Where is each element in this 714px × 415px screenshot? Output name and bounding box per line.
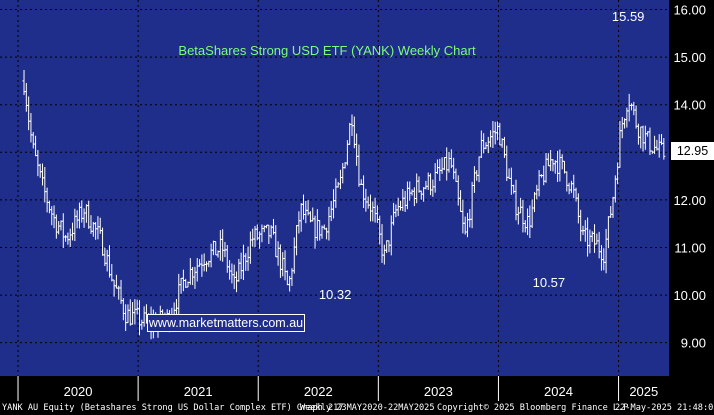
footer-copyright: Copyright© 2025 Bloomberg Finance L.P. [437,403,634,413]
y-tick-label: 15.00 [673,50,706,65]
x-tick-label: 2020 [64,384,93,399]
footer: YANK AU Equity (Betashares Strong US Dol… [2,401,714,415]
website-watermark: www.marketmatters.com.au [147,314,305,332]
y-tick-label: 14.00 [673,98,706,113]
price-annotation: 10.32 [319,287,352,302]
y-tick-label: 12.00 [673,193,706,208]
price-chart: 16.0015.0014.0013.0012.0011.0010.009.00 … [0,0,706,401]
x-axis: 2020 2021 2022 2023 2024 2025 [17,376,658,401]
y-tick-label: 10.00 [673,288,706,303]
last-price-label: 12.95 [671,142,714,160]
y-tick-label: 9.00 [681,336,706,351]
footer-security: YANK AU Equity (Betashares Strong US Dol… [2,403,344,413]
price-annotation: 10.57 [533,275,566,290]
x-tick-label: 2022 [304,384,333,399]
gridlines [0,0,669,376]
y-tick-label: 16.00 [673,3,706,18]
chart-title: BetaShares Strong USD ETF (YANK) Weekly … [178,43,476,58]
footer-range: Weekly 23MAY2020-22MAY2025 [300,403,435,413]
y-tick-label: 11.00 [674,240,706,255]
plot-area [0,0,669,376]
x-tick-label: 2023 [424,384,453,399]
annotations: 15.59 10.32 10.57 [319,9,645,302]
price-annotation: 15.59 [612,9,645,24]
x-tick-label: 2024 [544,384,573,399]
x-tick-label: 2025 [629,384,658,399]
footer-timestamp: 22-May-2025 21:48:05 [615,403,714,413]
x-tick-label: 2021 [184,384,213,399]
